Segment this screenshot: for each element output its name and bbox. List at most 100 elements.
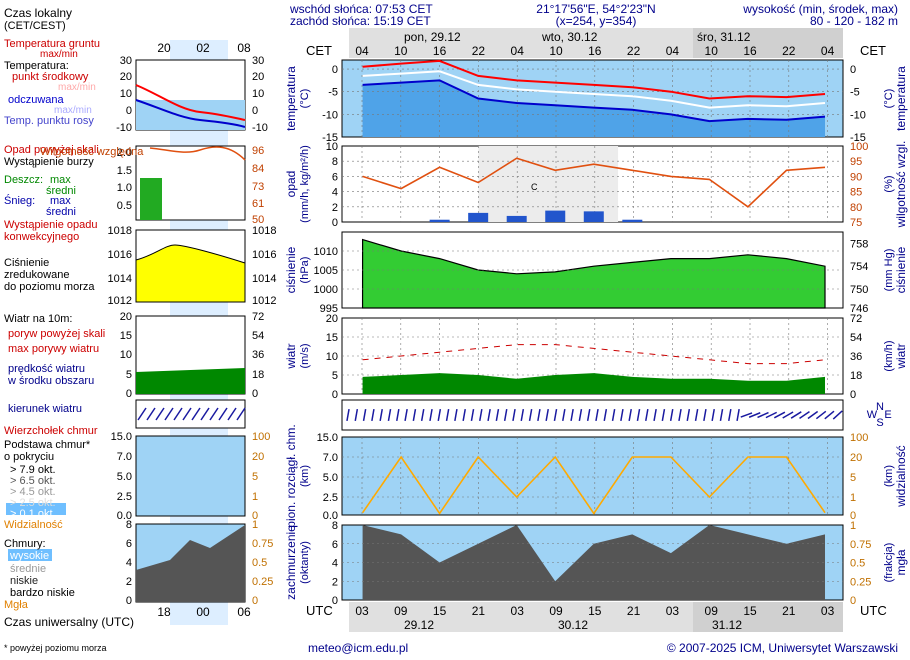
hour-tick-cet: 22	[472, 44, 486, 58]
axis-label-right-unit: (mm Hg)	[883, 249, 895, 292]
wind-arrow	[578, 408, 583, 422]
compass-e: E	[884, 409, 891, 421]
legend-tick: 30	[120, 55, 132, 67]
wind-arrow	[479, 408, 483, 422]
day-label-bottom: 30.12	[558, 618, 588, 632]
wind-arrow	[799, 411, 810, 419]
hour-tick-utc: 21	[472, 604, 486, 618]
tick-label: 0	[850, 510, 856, 522]
axis-label-left-unit: (mm/h, kg/m²/h)	[299, 145, 311, 223]
tick-label: -15	[322, 132, 338, 144]
wind-arrow	[815, 410, 827, 420]
axis-label-right-unit: (%)	[883, 175, 895, 192]
cover-panel	[341, 524, 844, 601]
hour-tick-utc: 21	[782, 604, 796, 618]
wind-arrow	[586, 408, 591, 422]
legend-tick: 2.0	[117, 147, 132, 159]
legend-tick: 2.5	[117, 491, 132, 503]
hour-tick-utc: 15	[588, 604, 602, 618]
hour-tick-utc: 03	[511, 604, 525, 618]
hour-tick-cet: 16	[743, 44, 757, 58]
tick-label: 0	[332, 64, 338, 76]
wind-direction-panel-frame	[341, 399, 844, 431]
legend-conv2: konwekcyjnego	[4, 231, 79, 243]
legend-humidity-line	[149, 146, 246, 161]
tick-label: 0	[332, 595, 338, 607]
legend-tick: 1014	[252, 273, 276, 285]
legend-tick: 54	[252, 330, 264, 342]
axis-label-right: mgła	[894, 549, 908, 575]
wind-arrow	[387, 408, 392, 422]
axis-label-right-unit: (km)	[883, 465, 895, 487]
hour-tick-utc: 03	[666, 604, 680, 618]
hour-tick-utc: 09	[549, 604, 563, 618]
legend-hour-top: 20	[157, 41, 171, 55]
legend-tick: 0.5	[117, 200, 132, 212]
wind-arrow	[495, 408, 500, 422]
perceived-line	[362, 79, 826, 123]
legend-rain-mid: średni	[46, 185, 76, 197]
tick-label: 995	[320, 303, 338, 315]
wind-arrow	[748, 412, 761, 418]
visibility-line	[361, 455, 826, 515]
legend-pressure3: do poziomu morza	[4, 281, 95, 293]
grid-point: (x=254, y=354)	[556, 14, 637, 28]
wind-arrow	[553, 408, 558, 422]
legend-tick: 10	[120, 349, 132, 361]
wind-arrow	[462, 408, 466, 422]
legend-tick: 5	[252, 471, 258, 483]
legend-okt: > 4.5 okt.	[10, 486, 56, 498]
legend-tick: 0.0	[117, 510, 132, 522]
tick-label: 0	[332, 389, 338, 401]
legend-storm: Wystąpienie burzy	[4, 156, 94, 168]
legend-wind-speed2: w środku obszaru	[7, 375, 94, 387]
footer-copyright: © 2007-2025 ICM, Uniwersytet Warszawski	[667, 641, 898, 655]
legend-pressure: Ciśnienie	[4, 257, 49, 269]
legend-perceived: odczuwana	[8, 94, 65, 106]
legend-temp-line	[135, 84, 246, 121]
legend-wind-arrow	[182, 407, 192, 421]
legend-footnote: * powyżej poziomu morza	[4, 643, 107, 653]
wind-arrow	[562, 408, 566, 422]
night-band	[478, 146, 619, 222]
hour-tick-cet: 04	[666, 44, 680, 58]
wind-arrow	[454, 408, 458, 422]
tick-label: 1	[850, 520, 856, 532]
legend-tick: -10	[116, 122, 132, 134]
legend-snow: Śnieg:	[4, 194, 35, 207]
legend-utc-label: Czas uniwersalny (UTC)	[4, 615, 134, 629]
legend-tick: 30	[252, 55, 264, 67]
legend-local-time-sub: (CET/CEST)	[4, 20, 66, 32]
legend-wind-arrow	[200, 407, 210, 421]
axis-label-left: wiatr	[284, 343, 298, 369]
legend-cloud-base: Podstawa chmur*	[4, 439, 91, 451]
legend-tick: 1.0	[117, 182, 132, 194]
tick-label: 2.5	[323, 492, 338, 504]
axis-label-left: pion. rozciągł. chm.	[284, 424, 298, 527]
tick-label: 20	[850, 452, 862, 464]
legend-precip-above: Opad powyżej skali	[4, 144, 99, 156]
wind-arrow	[719, 408, 724, 422]
legend-tick: 1	[252, 491, 258, 503]
wind-arrow	[412, 408, 417, 422]
legend-tick: 72	[252, 311, 264, 323]
wind-arrow	[703, 408, 707, 422]
axis-label-right-unit: (°C)	[883, 89, 895, 109]
tick-label: 4	[332, 187, 338, 199]
tick-label: 15	[326, 332, 338, 344]
legend-tick: 7.0	[117, 451, 132, 463]
legend-cl-vlow: bardzo niskie	[10, 587, 75, 599]
wind-direction-panel	[341, 399, 844, 431]
axis-label-left-unit: (oktanty)	[299, 541, 311, 584]
tick-label: 746	[850, 303, 868, 315]
wind-speed-area	[362, 373, 826, 394]
legend-temp-ground: Temperatura gruntu	[4, 38, 100, 50]
snow-bar	[506, 215, 527, 222]
storm-marker: C	[531, 182, 538, 192]
legend-tick: 1	[252, 519, 258, 531]
wind-arrow	[611, 408, 616, 422]
day-band	[540, 602, 693, 632]
legend-local-time: Czas lokalny	[4, 6, 72, 20]
day-band	[540, 28, 693, 58]
legend-high-highlight	[8, 549, 52, 561]
